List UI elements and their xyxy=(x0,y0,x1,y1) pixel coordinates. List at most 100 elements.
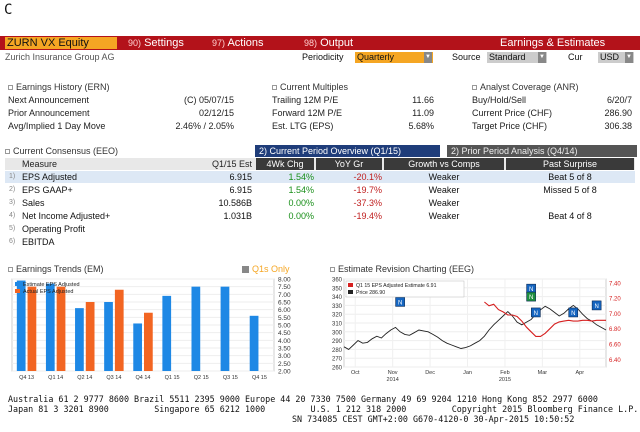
q1s-only-toggle[interactable]: Q1s Only xyxy=(242,264,290,274)
y-left-tick-label: 300 xyxy=(332,330,343,336)
periodicity-dropdown[interactable]: Quarterly ▼ xyxy=(355,52,433,63)
row-growth: Weaker xyxy=(428,185,460,195)
row-est: 1.031B xyxy=(223,211,252,221)
row-yoy: -19.4% xyxy=(353,211,382,221)
tab-prior-period[interactable]: 2) Prior Period Analysis (Q4/14) xyxy=(447,145,637,157)
row-measure: Sales xyxy=(22,198,45,208)
output-menu-number: 98) xyxy=(304,38,318,48)
current-consensus-label: Current Consensus (EEO) xyxy=(13,146,119,156)
y-tick-label: 6.50 xyxy=(278,300,291,307)
col-4wk-chg: 4Wk Chg xyxy=(256,158,314,170)
prior-announcement-label: Prior Announcement xyxy=(8,108,90,118)
earnings-history-label: Earnings History (ERN) xyxy=(16,82,110,92)
y-right-tick-label: 7.40 xyxy=(609,281,621,287)
row-est: 6.915 xyxy=(229,172,252,182)
x-tick-label: Q4 13 xyxy=(19,375,34,381)
x-tick-label: Jan xyxy=(463,370,472,376)
x-tick-label: Feb xyxy=(500,370,509,376)
table-row[interactable]: 6) EBITDA xyxy=(5,236,635,248)
col-past-surprise: Past Surprise xyxy=(506,158,634,170)
buy-hold-sell-value: 6/20/7 xyxy=(606,95,632,105)
source-value: Standard xyxy=(489,52,526,62)
row-yoy: -37.3% xyxy=(353,198,382,208)
command-line-text[interactable]: C xyxy=(4,2,13,18)
estimate-bar xyxy=(45,283,55,371)
table-row[interactable]: 5) Operating Profit xyxy=(5,223,635,235)
row-4wk-chg: 0.00% xyxy=(288,198,314,208)
legend-label-actual: Actual EPS Adjusted xyxy=(23,289,73,295)
source-label: Source xyxy=(452,52,481,62)
row-growth: Weaker xyxy=(428,211,460,221)
news-marker xyxy=(568,307,579,318)
current-multiples-title: Current Multiples xyxy=(272,82,348,92)
analyst-coverage-title[interactable]: Analyst Coverage (ANR) xyxy=(472,82,579,92)
analyst-coverage-label: Analyst Coverage (ANR) xyxy=(480,82,579,92)
table-row[interactable]: 3) Sales 10.586B 0.00% -37.3% Weaker xyxy=(5,197,635,209)
tab-current-period[interactable]: 2) Current Period Overview (Q1/15) xyxy=(255,145,440,157)
x-tick-label: Q1 14 xyxy=(48,375,63,381)
current-consensus-title[interactable]: Current Consensus (EEO) xyxy=(5,146,118,156)
source-dropdown[interactable]: Standard ▼ xyxy=(487,52,547,63)
row-growth xyxy=(384,236,504,248)
section-bullet-icon xyxy=(472,85,477,91)
currency-label: Cur xyxy=(568,52,583,62)
table-row[interactable]: 2) EPS GAAP+ 6.915 1.54% -19.7% Weaker Missed … xyxy=(5,184,635,196)
x-tick-label: Oct xyxy=(351,370,360,376)
settings-menu-number: 90) xyxy=(128,38,142,48)
row-4wk-chg: 1.54% xyxy=(288,172,314,182)
row-yoy xyxy=(316,236,382,248)
table-row[interactable]: 4) Net Income Adjusted+ 1.031B 0.00% -19.4% W… xyxy=(5,210,635,222)
news-marker-label: N xyxy=(529,287,533,293)
q1s-only-label: Q1s Only xyxy=(252,264,290,274)
row-index: 5) xyxy=(9,225,16,232)
section-bullet-icon xyxy=(8,267,13,273)
legend-box xyxy=(345,280,465,298)
legend-swatch-price xyxy=(348,290,353,294)
row-surprise: Beat 4 of 8 xyxy=(548,211,592,221)
x-tick-label: Q3 15 xyxy=(223,375,238,381)
settings-menu[interactable]: 90) Settings xyxy=(128,37,184,49)
news-marker xyxy=(395,297,405,307)
row-surprise: Missed 5 of 8 xyxy=(543,185,597,195)
actual-bar xyxy=(56,286,66,371)
y-left-tick-label: 320 xyxy=(332,313,343,319)
news-marker-label: N xyxy=(534,311,538,317)
estimate-bar xyxy=(16,280,26,371)
output-menu-label: Output xyxy=(320,37,354,49)
news-marker-label: N xyxy=(571,311,575,317)
y-tick-label: 7.00 xyxy=(278,292,291,299)
earnings-trends-title[interactable]: Earnings Trends (EM) xyxy=(8,264,104,274)
col-measure: Measure xyxy=(22,159,58,169)
y-tick-label: 5.00 xyxy=(278,323,291,330)
table-row[interactable]: 1) EPS Adjusted 6.915 1.54% -20.1% Weaker Beat… xyxy=(5,171,635,183)
y-tick-label: 4.00 xyxy=(278,338,291,345)
y-tick-label: 7.50 xyxy=(278,284,291,291)
trailing-pe-value: 11.66 xyxy=(412,95,434,105)
legend-label-estimate: Estimate EPS Adjusted xyxy=(23,282,80,288)
row-4wk-chg: 0.00% xyxy=(288,211,314,221)
section-bullet-icon xyxy=(5,149,10,155)
row-growth: Weaker xyxy=(428,172,460,182)
y-left-tick-label: 280 xyxy=(332,348,343,354)
price-line xyxy=(343,304,607,350)
forward-pe-value: 11.09 xyxy=(412,108,434,118)
section-bullet-icon xyxy=(8,85,13,91)
row-surprise xyxy=(506,197,634,209)
row-index: 6) xyxy=(9,238,16,245)
output-menu[interactable]: 98) Output xyxy=(304,37,353,49)
settings-menu-label: Settings xyxy=(144,37,184,49)
actions-menu[interactable]: 97) Actions xyxy=(212,37,264,49)
y-right-tick-label: 7.20 xyxy=(609,297,621,303)
actual-bar xyxy=(144,312,153,371)
x-tick-label: Apr xyxy=(576,370,585,376)
currency-dropdown[interactable]: USD ▼ xyxy=(598,52,634,63)
y-left-tick-label: 330 xyxy=(332,304,343,310)
estimate-revision-title[interactable]: Estimate Revision Charting (EEG) xyxy=(330,264,474,274)
news-marker xyxy=(531,307,541,318)
y-tick-label: 3.50 xyxy=(278,346,291,353)
y-left-tick-label: 260 xyxy=(332,366,343,372)
currency-value: USD xyxy=(600,52,620,62)
earnings-history-title[interactable]: Earnings History (ERN) xyxy=(8,82,110,92)
ticker-input[interactable]: ZURN VX Equity xyxy=(5,37,117,49)
current-price-value: 286.90 xyxy=(604,108,632,118)
